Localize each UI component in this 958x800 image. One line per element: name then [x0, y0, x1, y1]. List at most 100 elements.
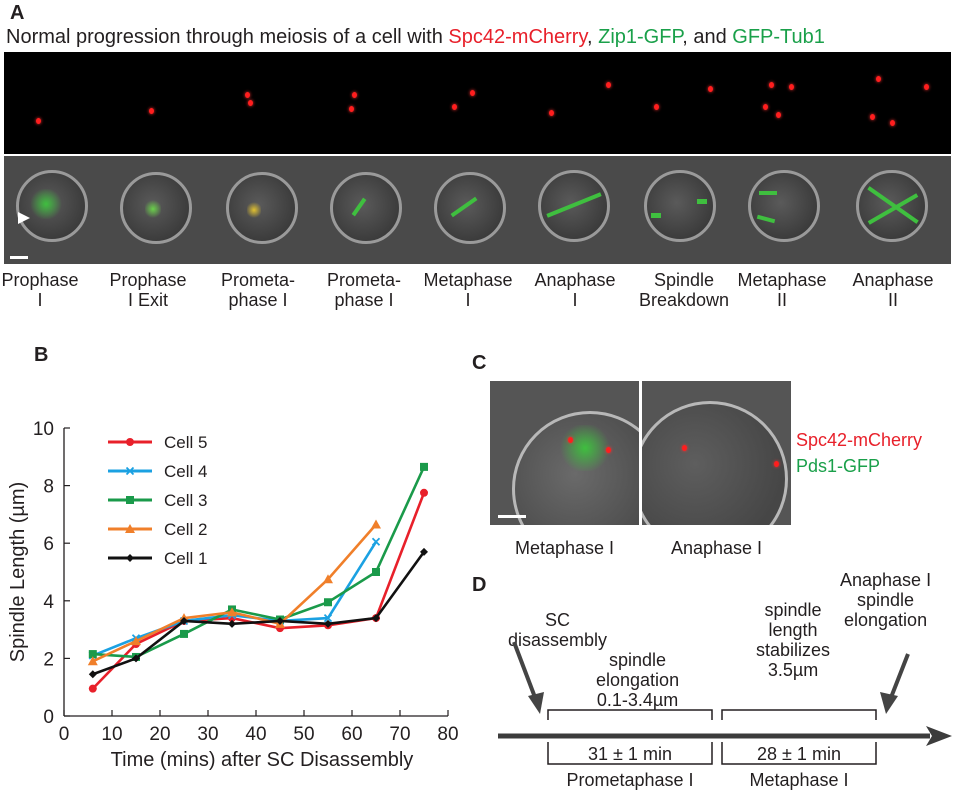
legend-marker: [125, 466, 135, 476]
legend-spc42: Spc42-mCherry: [796, 430, 923, 450]
data-point: [323, 574, 333, 584]
y-tick-label: 0: [43, 707, 54, 728]
chart-legend: Cell 5 Cell 4 Cell 3 Cell 2 Cell 1: [108, 433, 207, 568]
legend-label: Cell 1: [164, 549, 207, 568]
series-cell-3: [88, 462, 428, 661]
legend-label: Cell 5: [164, 433, 207, 452]
y-axis-label: Spindle Length (µm): [7, 482, 29, 663]
sc-arrow: [512, 641, 538, 701]
cell-image: [538, 170, 610, 242]
y-tick-label: 6: [43, 534, 54, 555]
x-tick-label: 0: [59, 724, 70, 745]
anaphase-micrograph: [642, 381, 791, 525]
sc-arrowhead-icon: [528, 692, 544, 714]
cell-image: [644, 170, 716, 242]
title-prefix: Normal progression through meiosis of a …: [6, 26, 449, 48]
data-point: [324, 598, 332, 607]
spindle-length-chart: 0 2 4 6 8 10 0 10 20 30 40 50 60 70 80 Time (mins) afte…: [7, 419, 459, 771]
x-tick-label: 70: [389, 724, 410, 745]
stage-label: Prometa-phase I: [220, 270, 296, 310]
data-point: [420, 547, 428, 556]
data-point: [180, 616, 188, 625]
stage-label: Prophase I: [1, 270, 79, 310]
cell-image: [856, 170, 928, 242]
bracket-prometaphase: [547, 742, 713, 765]
data-point: [228, 619, 236, 628]
legend-marker: [126, 438, 134, 446]
panel-a-letter: A: [10, 2, 25, 24]
panel-a-title: Normal progression through meiosis of a …: [6, 26, 825, 49]
panel-c-letter: C: [472, 352, 487, 374]
stage-label: Anaphase I: [534, 270, 616, 310]
series-cell-5: [88, 488, 428, 693]
phase-metaphase-i: Metaphase I: [749, 770, 849, 790]
x-tick-label: 80: [437, 724, 458, 745]
data-point: [276, 616, 284, 625]
label-metaphase-i: Metaphase I: [514, 538, 615, 558]
duration-metaphase: 28 ± 1 min: [757, 744, 841, 764]
series-cell-2: [87, 519, 381, 666]
cell-image: [120, 172, 192, 244]
data-point: [227, 607, 237, 617]
cell-image: [226, 172, 298, 244]
title-tub1: GFP-Tub1: [732, 26, 825, 48]
title-zip1: Zip1-GFP: [598, 26, 683, 48]
bracket-stabilizes: [721, 709, 877, 720]
series-cell-1: [88, 547, 428, 679]
title-sep2: , and: [682, 26, 733, 48]
legend-marker: [125, 524, 135, 533]
data-point: [323, 613, 333, 623]
title-sep1: ,: [586, 26, 599, 48]
legend-marker: [126, 496, 134, 504]
cell-image: [16, 170, 88, 242]
x-tick-label: 30: [197, 724, 218, 745]
data-point: [131, 636, 141, 646]
fluorescence-strip: [4, 52, 951, 154]
stage-label: Spindle Breakdown: [638, 270, 730, 310]
brightfield-strip: [4, 156, 951, 264]
y-tick-label: 4: [43, 592, 54, 613]
panel-b-letter: B: [34, 344, 49, 366]
x-tick-label: 20: [149, 724, 170, 745]
y-tick-label: 2: [43, 649, 54, 670]
legend-label: Cell 4: [164, 462, 207, 481]
data-point: [88, 684, 97, 693]
metaphase-micrograph: [490, 381, 639, 525]
scale-bar: [10, 256, 28, 259]
legend-label: Cell 2: [164, 520, 207, 539]
stage-label: Prometa-phase I: [326, 270, 402, 310]
chart-series: [87, 462, 428, 693]
data-point: [88, 670, 97, 679]
x-tick-label: 10: [101, 724, 122, 745]
y-tick-label: 10: [33, 419, 54, 440]
label-anaphase-i: Anaphase I: [670, 538, 763, 558]
data-point: [88, 650, 97, 659]
stage-label: Metaphase I: [423, 270, 513, 310]
data-point: [371, 537, 381, 546]
elongation-label: spindle elongation 0.1-3.4µm: [596, 650, 680, 710]
cell-image: [748, 170, 820, 242]
phase-prometaphase-i: Prometaphase I: [566, 770, 694, 790]
y-tick-label: 8: [43, 477, 54, 498]
data-point: [180, 629, 188, 638]
data-point: [371, 519, 381, 529]
data-point: [420, 462, 428, 471]
anaphase-arrowhead-icon: [880, 692, 898, 714]
series-line: [92, 551, 426, 676]
series-line: [92, 466, 426, 659]
chart-axes: 0 2 4 6 8 10 0 10 20 30 40 50 60 70 80 Time (mins) afte…: [7, 419, 459, 771]
stage-label: Prophase I Exit: [109, 270, 187, 310]
legend-marker: [126, 554, 134, 562]
data-point: [372, 568, 380, 576]
data-point: [132, 654, 140, 663]
timeline-diagram: [498, 641, 952, 765]
data-point: [87, 656, 98, 666]
x-tick-label: 60: [341, 724, 362, 745]
cell-image: [434, 172, 506, 244]
stage-label: Anaphase II: [852, 270, 934, 310]
data-point: [420, 488, 428, 497]
scale-bar: [498, 515, 526, 518]
bracket-elongation: [547, 709, 713, 720]
cell-image: [330, 172, 402, 244]
